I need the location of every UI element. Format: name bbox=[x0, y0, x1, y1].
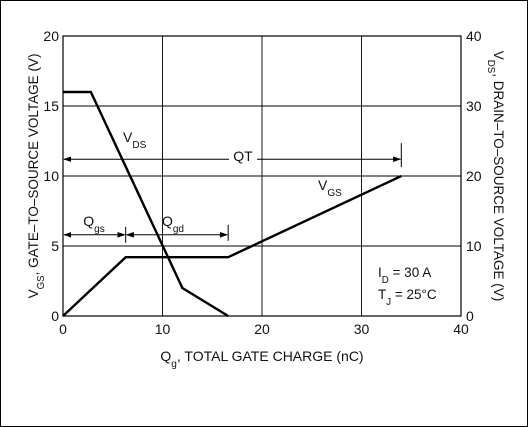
y-right-axis-label: VDS, DRAIN–TO–SOURCE VOLTAGE (V) bbox=[486, 51, 507, 302]
x-tick-label: 20 bbox=[254, 321, 270, 337]
y-left-tick-label: 15 bbox=[43, 98, 59, 114]
series-label-vgs: VGS bbox=[318, 177, 342, 199]
x-tick-label: 10 bbox=[155, 321, 171, 337]
y-left-tick-label: 0 bbox=[51, 308, 59, 324]
y-left-axis-label: VGS, GATE–TO–SOURCE VOLTAGE (V) bbox=[26, 54, 47, 299]
annotations: QT Qgs Qgd ID = 30 ATJ = 25°C bbox=[63, 143, 437, 308]
y-right-tick-label: 10 bbox=[466, 238, 482, 254]
y-left-tick-label: 5 bbox=[51, 238, 59, 254]
series-line-gs bbox=[62, 174, 402, 317]
qgs-label: Qgs bbox=[83, 213, 105, 235]
y-right-tick-label: 0 bbox=[466, 308, 474, 324]
y-right-tick-label: 30 bbox=[466, 98, 482, 114]
x-tick-label: 0 bbox=[59, 321, 67, 337]
y-left-tick-label: 20 bbox=[43, 28, 59, 44]
y-left-tick-label: 10 bbox=[43, 168, 59, 184]
x-tick-label: 40 bbox=[453, 321, 469, 337]
qt-label: QT bbox=[233, 148, 253, 164]
x-axis-label: Qg, TOTAL GATE CHARGE (nC) bbox=[160, 348, 363, 370]
y-right-tick-label: 40 bbox=[466, 28, 482, 44]
x-tick-label: 30 bbox=[354, 321, 370, 337]
condition-label: ID = 30 A bbox=[378, 265, 431, 286]
qgd-label: Qgd bbox=[162, 213, 184, 235]
series-line-ds bbox=[63, 90, 229, 318]
series-label-vds: VDS bbox=[123, 129, 147, 151]
condition-label: TJ = 25°C bbox=[378, 287, 437, 308]
qt-label-bg bbox=[229, 147, 257, 164]
axis-labels: Qg, TOTAL GATE CHARGE (nC) VGS, GATE–TO–S… bbox=[26, 51, 506, 370]
y-right-tick-label: 20 bbox=[466, 168, 482, 184]
series-lines: VGS VDS bbox=[62, 90, 402, 318]
